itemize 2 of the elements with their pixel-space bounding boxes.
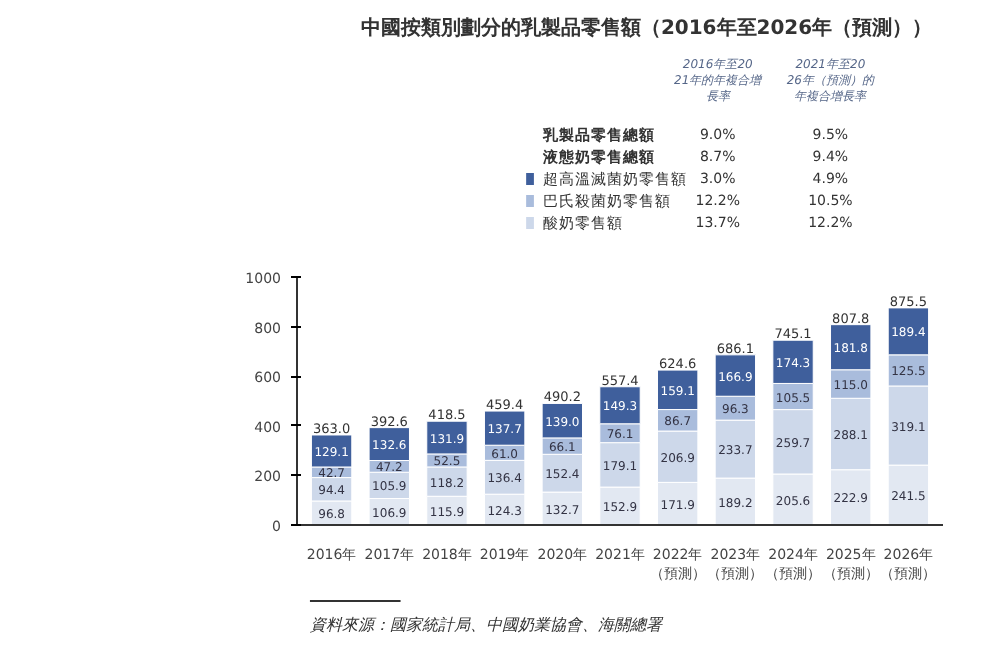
chart-title: 中國按類別劃分的乳製品零售額（2016年至2026年（預測）） [360, 16, 933, 40]
source-note: 資料來源：國家統計局、中國奶業協會、海關總署 [309, 616, 664, 634]
